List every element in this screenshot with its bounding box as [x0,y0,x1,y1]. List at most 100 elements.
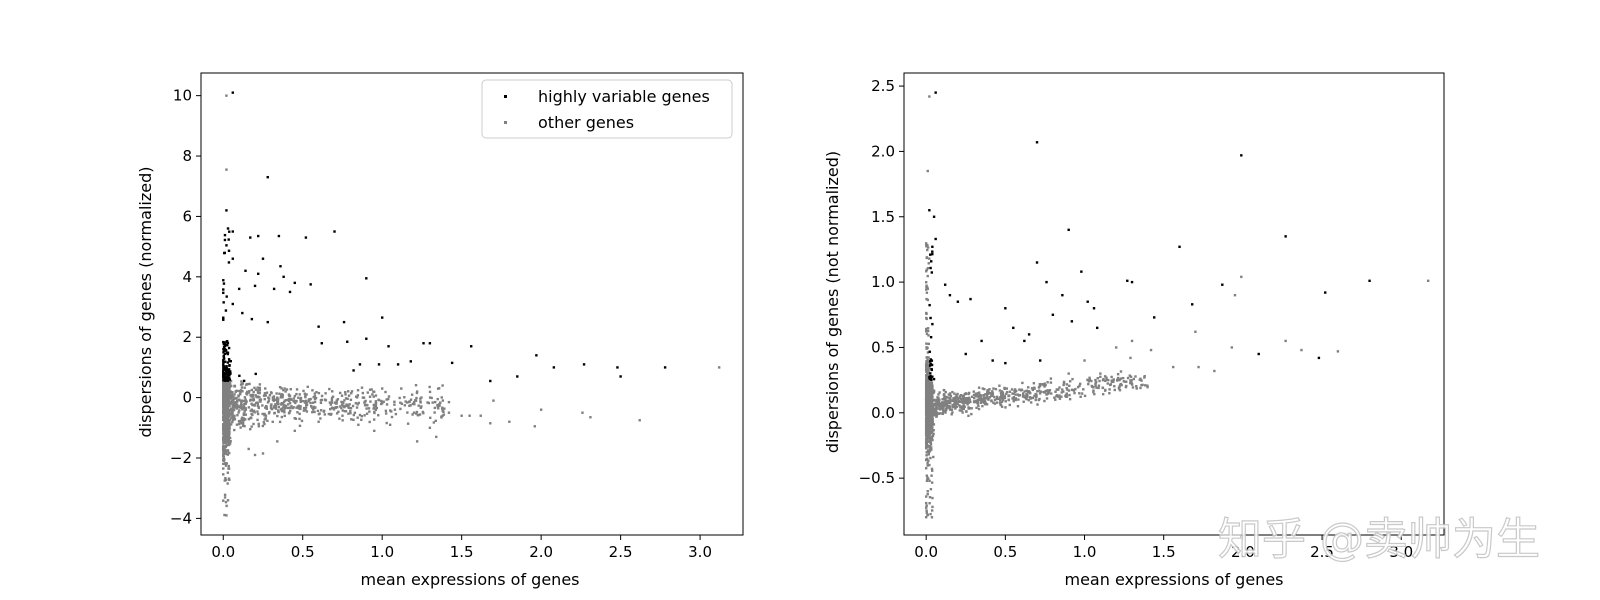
other-gene-point [257,406,260,410]
other-gene-point [990,394,993,397]
highly-variable-gene-point [428,342,432,345]
other-gene-point [924,467,928,470]
other-gene-point [1027,386,1030,389]
other-gene-point [225,383,228,386]
other-gene-point [299,396,303,400]
other-gene-point [986,396,989,399]
other-gene-point [373,429,376,433]
y-tick-label: 1.0 [871,273,895,291]
other-gene-point [305,410,309,413]
highly-variable-gene-point [365,277,368,280]
highly-variable-gene-point [266,175,269,179]
watermark: 知乎 @卖帅为生 [1218,514,1540,565]
highly-variable-gene-point [225,244,228,247]
other-gene-point [223,420,226,424]
other-gene-point [303,401,307,404]
other-gene-point [926,406,929,410]
other-gene-point [954,403,957,406]
other-gene-point [357,423,360,426]
other-gene-point [1046,392,1050,395]
other-gene-point [973,397,976,400]
other-gene-point [224,478,228,482]
other-gene-point [936,396,940,400]
highly-variable-gene-point [934,237,937,241]
other-gene-point [360,386,364,389]
other-gene-point [384,409,388,413]
other-gene-point [234,397,237,400]
other-gene-point [441,384,444,387]
other-gene-point [335,412,339,415]
other-gene-point [225,426,229,430]
other-gene-point [349,411,352,415]
other-gene-point [932,409,935,412]
other-gene-point [271,396,275,399]
other-gene-point [222,402,225,406]
other-gene-point [956,392,959,396]
other-gene-point [943,393,946,396]
other-gene-point [925,386,929,389]
other-gene-point [1130,339,1134,343]
other-gene-point [1336,350,1340,353]
other-gene-point [311,410,314,414]
other-gene-point [288,399,291,403]
highly-variable-gene-point [222,341,226,344]
other-gene-point [953,401,957,405]
highly-variable-gene-point [929,360,932,363]
other-gene-point [223,410,226,414]
other-gene-point [941,412,944,415]
right-y-axis-label: dispersions of genes (not normalized) [823,151,842,453]
other-gene-point [227,443,231,447]
other-gene-point [320,394,324,398]
other-gene-point [927,369,930,373]
other-gene-point [1110,375,1113,379]
other-gene-point [313,397,317,401]
other-gene-point [428,396,432,399]
other-gene-point [224,407,227,410]
other-gene-point [227,467,230,470]
highly-variable-gene-point [991,359,994,362]
other-gene-point [304,406,308,409]
other-gene-point [365,412,369,415]
other-gene-point [414,384,418,387]
other-gene-point [930,398,933,401]
other-gene-point [231,418,235,422]
other-gene-point [313,395,317,398]
other-gene-point [361,391,365,395]
other-gene-point [1054,398,1057,401]
highly-variable-gene-point [1284,235,1287,238]
other-gene-point [251,413,254,417]
other-gene-point [931,505,934,509]
other-gene-point [967,401,970,404]
highly-variable-gene-point [225,365,228,368]
other-gene-point [243,399,247,403]
other-gene-point [1065,392,1068,395]
other-gene-point [980,398,983,401]
other-gene-point [230,410,234,413]
other-gene-point [1048,389,1052,392]
highly-variable-gene-point [227,261,231,264]
other-gene-point [411,402,415,406]
other-gene-point [929,400,933,404]
highly-variable-gene-point [928,350,931,353]
other-gene-point [1016,405,1020,408]
other-gene-point [415,391,419,395]
other-gene-point [270,403,273,406]
other-gene-point [927,262,930,265]
other-gene-point [1025,397,1028,401]
other-gene-point [253,404,256,407]
other-gene-point [229,393,232,397]
other-gene-point [430,396,433,400]
other-gene-point [960,400,964,403]
highly-variable-gene-point [1324,291,1327,294]
other-gene-point [282,400,286,404]
other-gene-point [380,399,383,403]
other-gene-point [925,379,929,382]
highly-variable-gene-point [1092,307,1096,310]
other-gene-point [924,288,928,291]
other-gene-point [936,401,939,405]
other-gene-point [372,418,376,421]
other-gene-point [229,407,233,410]
other-gene-point [249,428,252,431]
other-gene-point [225,504,228,508]
other-gene-point [1038,384,1042,387]
